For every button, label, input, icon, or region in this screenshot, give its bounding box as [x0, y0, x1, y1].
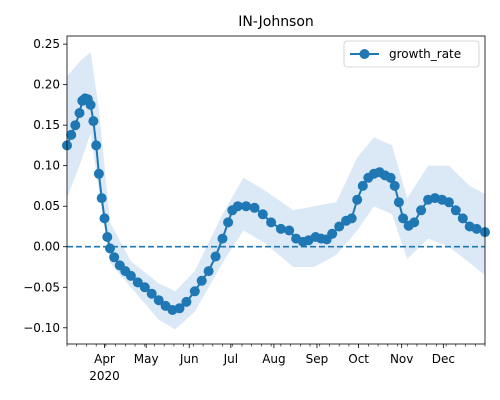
x-tick-label: Sep [306, 352, 329, 366]
data-point-25 [174, 303, 185, 314]
data-point-28 [196, 275, 207, 286]
legend-label-growth-rate: growth_rate [389, 47, 461, 61]
data-point-67 [443, 197, 454, 208]
data-point-31 [217, 233, 228, 244]
data-point-50 [346, 213, 357, 224]
chart-title: IN-Johnson [238, 14, 314, 30]
y-tick-label: 0.05 [33, 199, 60, 213]
data-point-8 [88, 116, 99, 127]
data-point-3 [74, 108, 85, 118]
data-point-58 [389, 180, 400, 191]
data-point-52 [357, 180, 368, 191]
data-point-15 [109, 252, 120, 263]
data-point-19 [132, 277, 143, 288]
data-point-48 [334, 221, 345, 232]
data-point-59 [393, 197, 404, 208]
x-tick-label: May [134, 352, 159, 366]
data-point-26 [181, 296, 192, 307]
data-point-32 [223, 217, 234, 228]
data-point-2 [70, 120, 81, 131]
data-point-37 [257, 209, 268, 220]
data-point-1 [66, 129, 77, 140]
data-point-62 [409, 217, 420, 228]
data-point-47 [327, 228, 338, 239]
data-point-27 [189, 286, 200, 297]
data-point-21 [146, 288, 157, 299]
data-point-14 [105, 243, 115, 254]
data-point-34 [232, 201, 243, 212]
data-point-35 [241, 201, 252, 212]
x-tick-label: Dec [432, 352, 455, 366]
legend: growth_rate [343, 40, 480, 68]
x-year-label: 2020 [89, 369, 120, 383]
data-point-71 [471, 223, 482, 234]
data-point-63 [416, 205, 427, 216]
y-tick-label: 0.10 [33, 159, 60, 173]
x-tick-label: Aug [262, 352, 285, 366]
data-point-22 [153, 295, 164, 306]
data-point-11 [96, 193, 107, 204]
legend-marker-icon [359, 49, 370, 59]
y-tick-label: −0.10 [23, 321, 60, 335]
data-point-57 [385, 172, 396, 183]
growth-rate-markers [62, 93, 490, 315]
data-point-20 [139, 282, 150, 293]
data-point-29 [203, 266, 214, 277]
data-point-36 [249, 202, 260, 213]
y-tick-label: 0.00 [33, 240, 60, 254]
data-point-68 [450, 205, 461, 216]
data-point-60 [398, 213, 409, 224]
data-point-10 [93, 168, 104, 179]
data-point-51 [352, 194, 363, 205]
y-tick-label: 0.15 [33, 118, 60, 132]
data-point-9 [91, 140, 102, 151]
data-point-18 [125, 270, 136, 281]
legend-box [343, 40, 480, 68]
x-tick-label: Jul [223, 352, 238, 366]
y-axis: −0.10 −0.05 0.00 0.05 0.10 0.15 0.20 0.25 [23, 37, 67, 335]
y-tick-label: 0.25 [33, 37, 60, 51]
plot-frame [66, 35, 486, 345]
x-tick-label: Oct [348, 352, 369, 366]
x-tick-label: Nov [390, 352, 413, 366]
data-point-12 [99, 213, 110, 224]
data-point-30 [210, 251, 221, 262]
data-point-38 [266, 217, 277, 228]
confidence-band [67, 52, 485, 330]
x-axis: Apr May Jun Jul Aug Sep Oct Nov Dec 2020 [66, 344, 486, 383]
data-point-7 [85, 99, 96, 110]
x-tick-label: Apr [94, 352, 115, 366]
y-tick-label: 0.20 [33, 78, 60, 92]
data-point-40 [284, 225, 295, 236]
plot-area [62, 52, 490, 330]
data-point-69 [457, 213, 468, 224]
data-point-39 [275, 223, 286, 234]
data-point-13 [102, 232, 113, 242]
y-tick-label: −0.05 [23, 280, 60, 294]
x-tick-label: Jun [179, 352, 199, 366]
